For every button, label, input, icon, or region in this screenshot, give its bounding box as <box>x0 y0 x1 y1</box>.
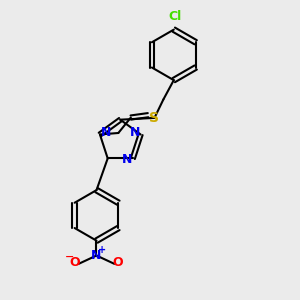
Text: N: N <box>130 127 140 140</box>
Text: S: S <box>149 111 160 125</box>
Text: N: N <box>122 153 132 167</box>
Text: N: N <box>101 127 111 140</box>
Text: N: N <box>91 249 102 262</box>
Text: O: O <box>112 256 123 269</box>
Text: Cl: Cl <box>169 10 182 23</box>
Text: +: + <box>98 244 106 255</box>
Text: −: − <box>65 252 74 262</box>
Text: O: O <box>70 256 80 269</box>
